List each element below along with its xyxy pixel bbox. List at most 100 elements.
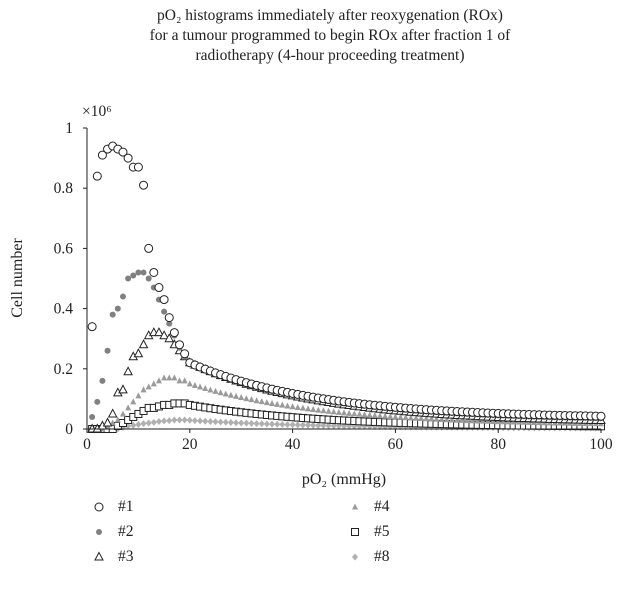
data-point <box>202 417 209 425</box>
data-point <box>145 383 152 390</box>
data-point <box>274 400 281 407</box>
data-point <box>155 377 162 384</box>
chart-title: pO₂ histograms immediately after reoxyge… <box>40 6 620 66</box>
data-point <box>428 415 435 422</box>
data-point <box>238 419 245 427</box>
data-point <box>274 420 281 428</box>
data-point <box>176 377 183 384</box>
data-point <box>107 408 118 418</box>
data-point <box>145 419 152 427</box>
data-point <box>289 421 296 429</box>
data-point <box>454 416 461 423</box>
data-point <box>181 416 188 424</box>
data-marks <box>87 141 606 433</box>
data-point <box>269 420 276 428</box>
y-tick-label: 0.4 <box>54 301 74 318</box>
data-point <box>412 414 419 421</box>
data-point <box>233 419 240 427</box>
data-point <box>97 150 107 160</box>
data-point <box>217 389 224 396</box>
data-point <box>263 399 270 406</box>
data-point <box>89 413 96 420</box>
data-point <box>207 417 214 425</box>
data-point <box>407 414 414 421</box>
data-point <box>294 403 301 410</box>
x-tick-label: 40 <box>285 436 301 453</box>
data-point <box>191 381 198 388</box>
data-point <box>166 320 173 327</box>
y-tick-label: 0.6 <box>54 240 74 257</box>
data-point <box>171 416 178 424</box>
data-point <box>114 305 121 312</box>
data-point <box>94 398 101 405</box>
series-1 <box>87 141 606 421</box>
data-point <box>104 347 111 354</box>
data-point <box>145 275 152 282</box>
data-point <box>144 243 154 253</box>
data-point <box>423 415 430 422</box>
data-point <box>166 417 173 425</box>
data-point <box>341 409 347 416</box>
data-point <box>279 420 286 428</box>
x-tick-label: 60 <box>388 436 404 453</box>
y-tick-label: 0.2 <box>54 361 73 378</box>
data-point <box>133 162 143 172</box>
data-point <box>197 417 204 425</box>
data-point <box>479 417 486 424</box>
data-point <box>356 410 363 417</box>
data-point <box>253 420 260 428</box>
data-point <box>118 384 128 394</box>
data-point <box>305 421 312 429</box>
data-point <box>448 416 455 423</box>
chart-title-line-3: radiotherapy (4-hour proceeding treatmen… <box>195 47 465 64</box>
data-point <box>119 410 126 417</box>
data-point <box>197 383 204 390</box>
data-point <box>109 419 116 426</box>
data-point <box>299 421 306 429</box>
data-point <box>130 272 137 279</box>
data-point <box>433 415 440 422</box>
data-point <box>335 408 342 415</box>
data-point <box>596 411 606 421</box>
data-point <box>243 395 250 402</box>
data-point <box>320 422 327 430</box>
data-point <box>154 283 164 293</box>
data-point <box>202 385 209 392</box>
data-point <box>258 398 265 405</box>
data-point <box>392 413 399 420</box>
data-point <box>161 417 168 425</box>
data-point <box>495 418 502 425</box>
data-point <box>315 406 322 413</box>
data-point <box>464 417 471 424</box>
data-point <box>315 421 322 429</box>
chart-title-line-2: for a tumour programmed to begin ROx aft… <box>149 27 511 44</box>
data-point <box>140 420 147 428</box>
data-point <box>474 417 481 424</box>
data-point <box>140 386 147 393</box>
data-point <box>138 339 149 349</box>
data-point <box>118 147 128 157</box>
data-point <box>102 417 113 427</box>
data-point <box>176 416 183 424</box>
data-point <box>279 401 286 408</box>
data-point <box>207 386 214 393</box>
data-point <box>161 308 168 315</box>
data-point <box>180 349 190 359</box>
data-point <box>164 313 174 323</box>
data-point <box>330 408 337 415</box>
data-point <box>305 405 312 412</box>
x-tick-label: 0 <box>83 436 91 453</box>
data-point <box>310 421 317 429</box>
data-point <box>351 410 358 417</box>
data-point <box>269 399 276 406</box>
data-point <box>186 380 193 387</box>
data-point <box>123 153 133 163</box>
data-point <box>500 418 507 425</box>
data-point <box>438 416 445 423</box>
data-point <box>181 377 188 384</box>
data-point <box>169 328 179 338</box>
data-point <box>459 416 466 423</box>
data-point <box>227 391 234 398</box>
data-point <box>123 366 133 376</box>
axes: 0 20 40 60 80 100 0 0.2 0.4 0.6 0.8 1 <box>54 120 613 453</box>
